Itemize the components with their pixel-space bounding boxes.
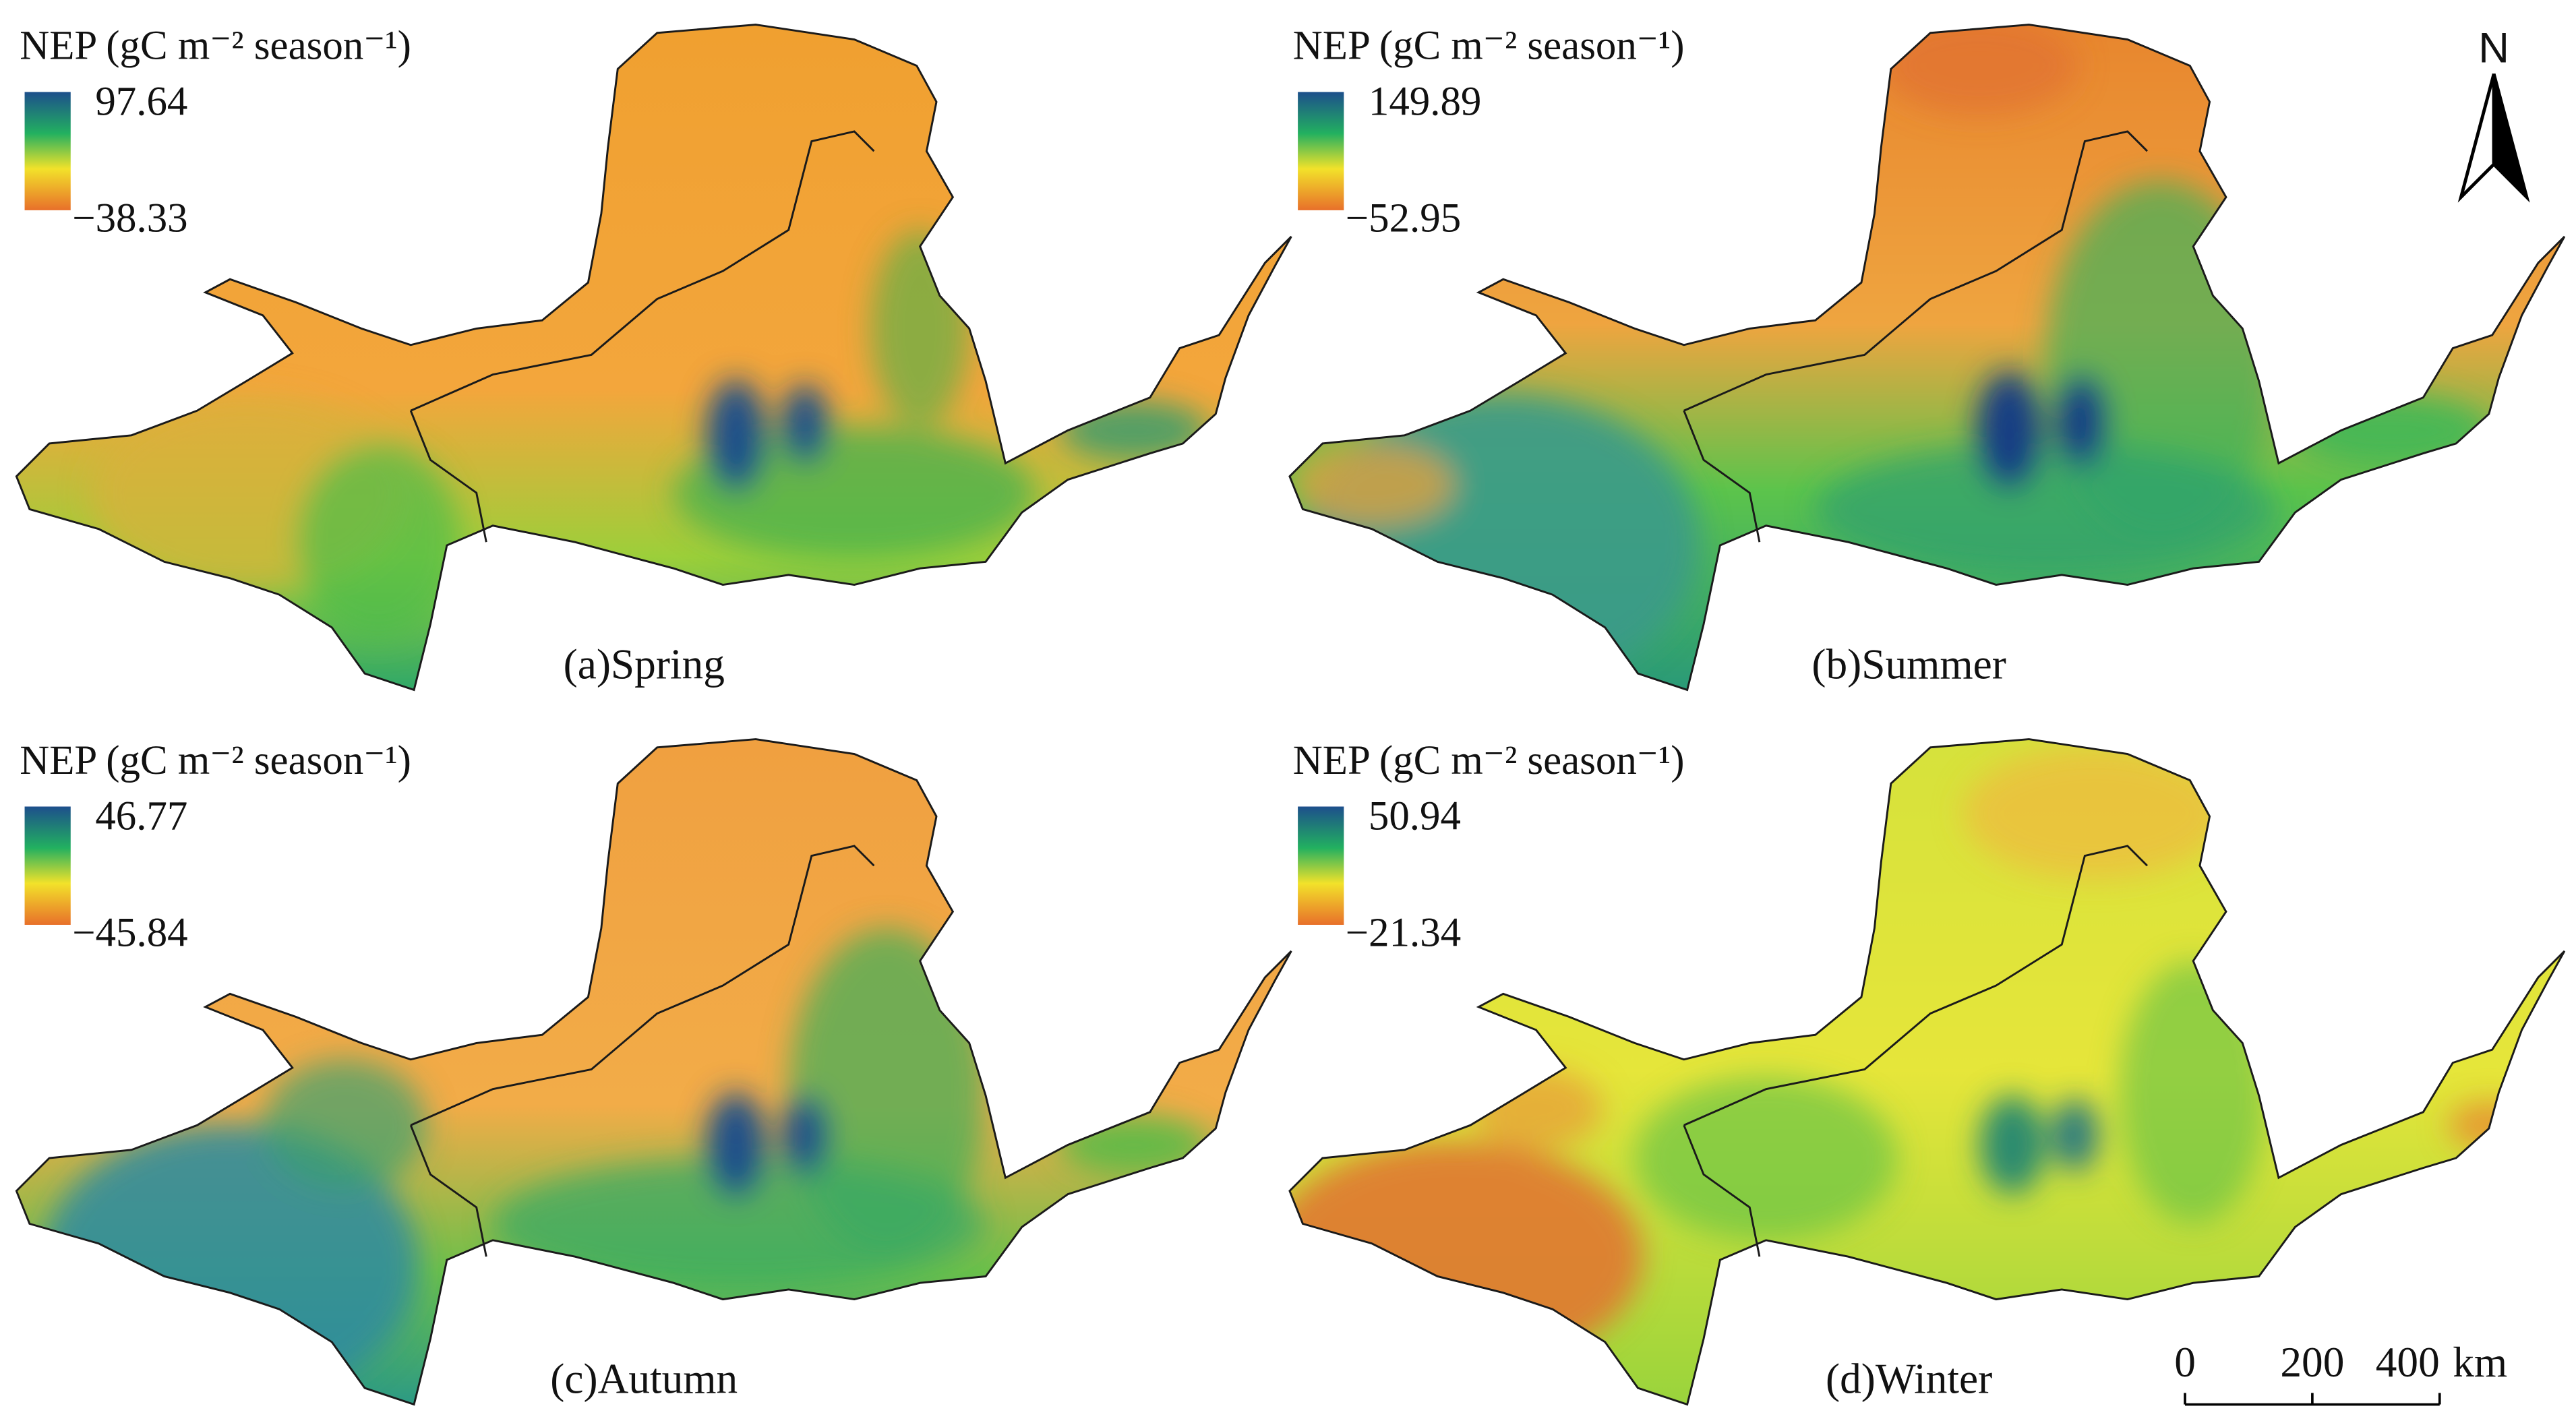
region-boundary (1683, 410, 1761, 543)
region-boundary (410, 845, 875, 1126)
colorbar-min: −21.34 (1346, 911, 1461, 956)
scale-label: 0 (2174, 1339, 2196, 1386)
colorbar (24, 92, 71, 210)
map-panel: NEP (gC m⁻² season⁻¹) 149.89 −52.95 (1288, 24, 2566, 691)
panel-caption: (d)Winter (1826, 1355, 1992, 1402)
panel-caption: (b)Summer (1811, 640, 2006, 688)
panel-caption: (c)Autumn (550, 1355, 738, 1402)
north-arrow-icon (2457, 73, 2530, 203)
colorbar-max: 46.77 (95, 794, 187, 839)
basin-fill (1289, 739, 2565, 1405)
region-boundary (409, 1124, 487, 1257)
colorbar-min: −45.84 (72, 911, 187, 956)
map-panel: NEP (gC m⁻² season⁻¹) 46.77 −45.84 (15, 738, 1292, 1405)
region-boundary (1683, 845, 2149, 1126)
region-boundary (410, 130, 875, 412)
north-label: N (2478, 25, 2509, 72)
legend-title: NEP (gC m⁻² season⁻¹) (1293, 738, 1685, 783)
region-boundary (1683, 1124, 1761, 1257)
legend-title: NEP (gC m⁻² season⁻¹) (1293, 24, 1685, 69)
colorbar-max: 97.64 (95, 80, 187, 125)
colorbar-min: −52.95 (1346, 196, 1461, 241)
scale-unit: km (2453, 1339, 2507, 1386)
colorbar (1298, 92, 1344, 210)
scale-label: 400 (2376, 1339, 2440, 1386)
scale-label: 200 (2280, 1339, 2344, 1386)
colorbar-max: 149.89 (1369, 80, 1482, 125)
colorbar (1298, 806, 1344, 925)
map-panel: NEP (gC m⁻² season⁻¹) 50.94 −21.34 (1288, 738, 2566, 1405)
legend-title: NEP (gC m⁻² season⁻¹) (20, 738, 411, 783)
basin-fill (16, 739, 1292, 1405)
map-panel: NEP (gC m⁻² season⁻¹) 97.64 −38.33 (15, 24, 1292, 691)
region-boundary (1683, 130, 2149, 412)
colorbar-min: −38.33 (72, 196, 187, 241)
colorbar-max: 50.94 (1369, 794, 1461, 839)
region-boundary (409, 410, 487, 543)
colorbar (24, 806, 71, 925)
legend-title: NEP (gC m⁻² season⁻¹) (20, 24, 411, 69)
panel-caption: (a)Spring (564, 640, 725, 688)
basin-fill (16, 24, 1292, 690)
